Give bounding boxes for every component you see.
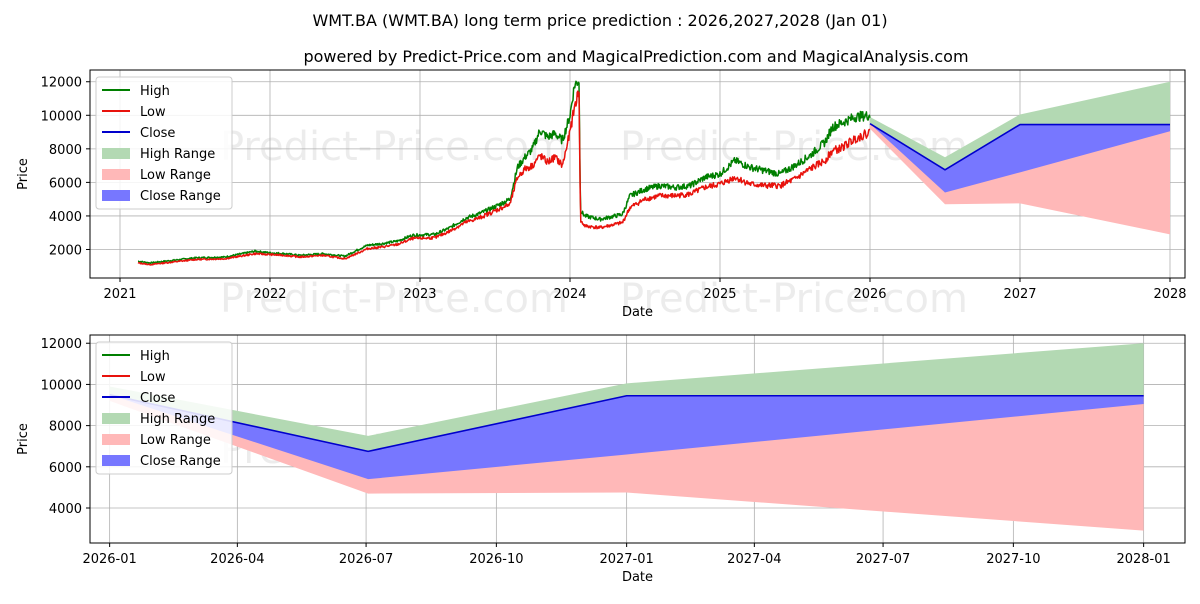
legend-label: High xyxy=(140,349,170,364)
x-tick-label: 2027-04 xyxy=(727,552,781,567)
x-tick-label: 2027-01 xyxy=(599,552,653,567)
bottom-chart-panel: Predict-Price.comPredict-Price.com2026-0… xyxy=(16,334,1186,585)
legend-label: High Range xyxy=(140,147,215,162)
close-forecast-line xyxy=(109,393,1144,453)
legend-swatch-patch xyxy=(102,413,130,424)
legend-label: Low xyxy=(140,370,166,385)
y-axis-label: Price xyxy=(16,423,31,455)
legend: High Low Close High Range Low Range Close Ran… xyxy=(95,341,233,475)
legend-label: Low Range xyxy=(140,433,211,448)
y-tick-label: 2000 xyxy=(49,243,82,258)
legend-label: Close xyxy=(140,126,175,141)
x-tick-label: 2021 xyxy=(103,287,136,302)
legend: High Low Close High Range Low Range Close Ran… xyxy=(95,76,233,210)
legend-swatch-patch xyxy=(102,434,130,445)
high-range-area xyxy=(870,81,1170,170)
y-axis-label: Price xyxy=(16,158,31,190)
legend-label: Close xyxy=(140,391,175,406)
x-tick-label: 2027-07 xyxy=(856,552,910,567)
legend-label: Close Range xyxy=(140,189,221,204)
watermark: Predict-Price.com xyxy=(220,276,568,322)
x-tick-label: 2026-07 xyxy=(339,552,393,567)
x-tick-label: 2026-04 xyxy=(210,552,264,567)
y-tick-label: 6000 xyxy=(49,176,82,191)
x-tick-label: 2028 xyxy=(1153,287,1186,302)
legend-label: Low xyxy=(140,105,166,120)
plot-area xyxy=(137,80,1170,266)
y-tick-label: 8000 xyxy=(49,420,82,435)
chart-title: WMT.BA (WMT.BA) long term price predicti… xyxy=(312,11,887,30)
x-tick-label: 2025 xyxy=(703,287,736,302)
high-line xyxy=(137,80,871,265)
x-axis-label: Date xyxy=(622,570,653,585)
x-tick-label: 2022 xyxy=(253,287,286,302)
x-tick-label: 2026 xyxy=(853,287,886,302)
y-tick-label: 10000 xyxy=(41,378,82,393)
y-tick-label: 4000 xyxy=(49,502,82,517)
legend-swatch-patch xyxy=(102,455,130,466)
x-tick-label: 2028-01 xyxy=(1116,552,1170,567)
legend-swatch-patch xyxy=(102,169,130,180)
legend-label: Low Range xyxy=(140,168,211,183)
x-axis-label: Date xyxy=(622,305,653,320)
low-line xyxy=(137,90,871,266)
legend-label: Close Range xyxy=(140,454,221,469)
axes-frame xyxy=(89,334,1186,544)
y-tick-label: 6000 xyxy=(49,461,82,476)
x-tick-label: 2027 xyxy=(1003,287,1036,302)
legend-swatch-patch xyxy=(102,190,130,201)
top-chart-panel: Predict-Price.com Predict-Price.com Predic… xyxy=(16,69,1187,322)
close-range-area xyxy=(870,123,1170,193)
y-tick-label: 10000 xyxy=(41,109,82,124)
y-tick-label: 8000 xyxy=(49,143,82,158)
high-range-area xyxy=(109,343,1144,452)
chart-subtitle: powered by Predict-Price.com and Magical… xyxy=(303,47,968,66)
y-tick-label: 12000 xyxy=(41,337,82,352)
x-tick-label: 2024 xyxy=(553,287,586,302)
x-tick-label: 2023 xyxy=(403,287,436,302)
close-forecast-line xyxy=(869,122,1170,171)
x-tick-label: 2026-01 xyxy=(82,552,136,567)
x-tick-label: 2026-10 xyxy=(469,552,523,567)
axes-frame xyxy=(89,69,1186,279)
plot-area xyxy=(109,343,1144,531)
legend-label: High xyxy=(140,84,170,99)
watermark: Predict-Price.com xyxy=(220,124,568,170)
x-tick-label: 2027-10 xyxy=(986,552,1040,567)
y-tick-label: 12000 xyxy=(41,76,82,91)
close-range-area xyxy=(109,394,1144,480)
legend-swatch-patch xyxy=(102,148,130,159)
y-tick-label: 4000 xyxy=(49,210,82,225)
legend-label: High Range xyxy=(140,412,215,427)
watermark: Predict-Price.com xyxy=(620,276,968,322)
